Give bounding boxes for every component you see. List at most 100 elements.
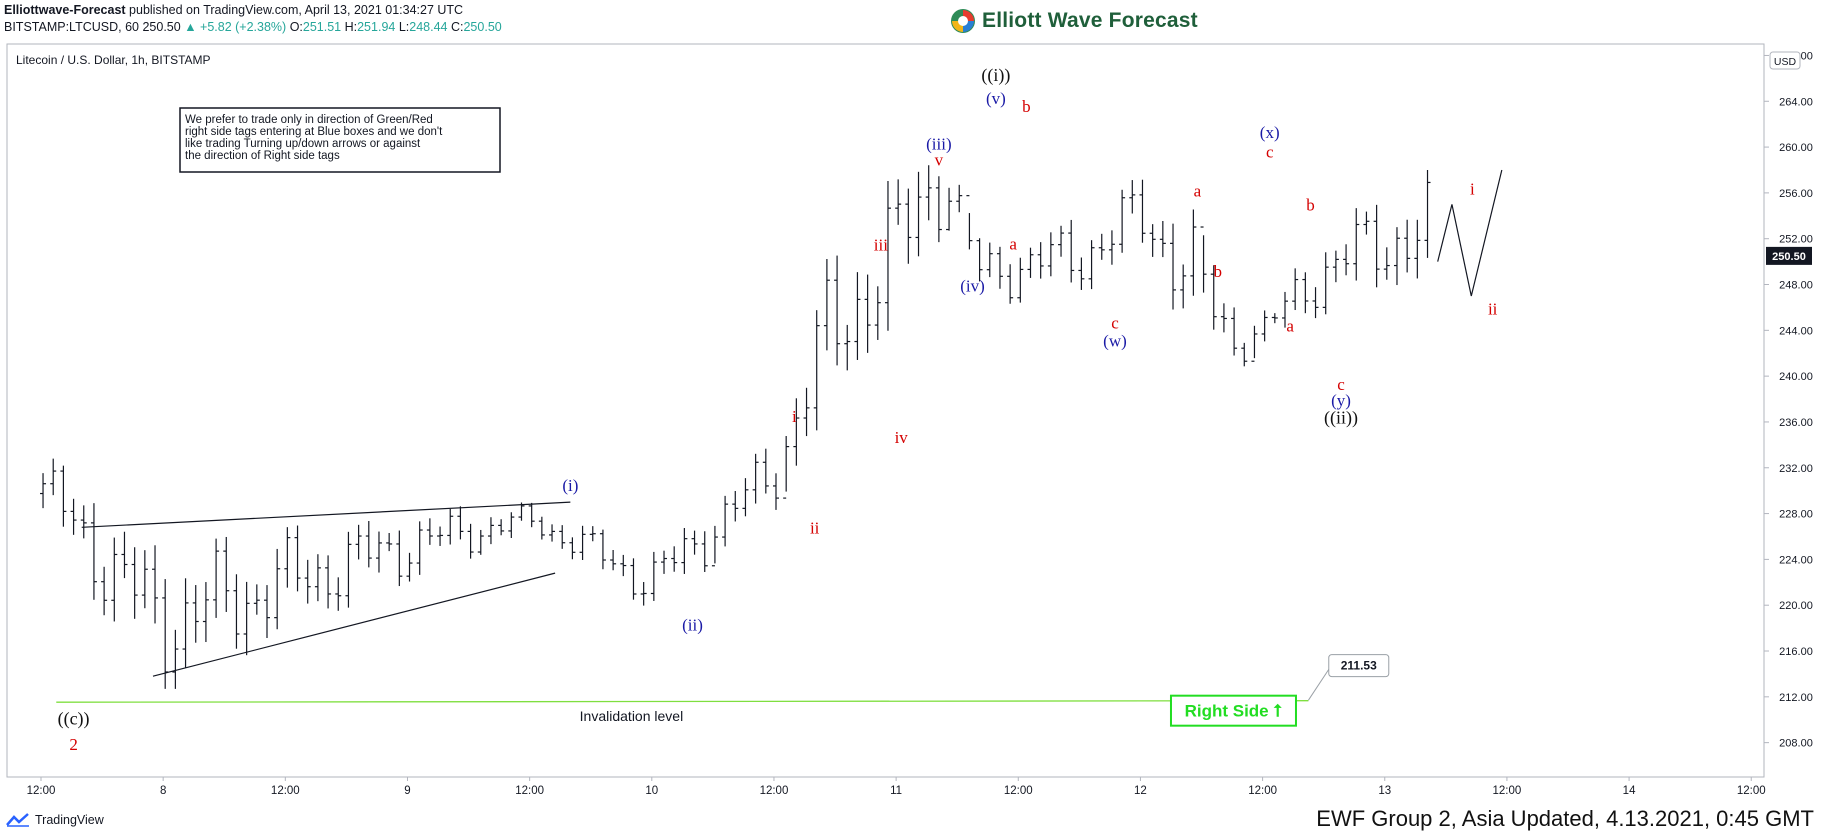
change-text: ▲ +5.82 (+2.38%) — [184, 20, 287, 34]
time-tick-label: 12:00 — [271, 785, 300, 797]
price-tick-label: 256.00 — [1779, 188, 1813, 200]
wave-label: a — [1194, 182, 1202, 201]
invalidation-label: Invalidation level — [580, 708, 684, 724]
projection-path — [1437, 169, 1503, 297]
publisher-name[interactable]: Elliottwave-Forecast — [4, 3, 126, 17]
time-tick-label: 12:00 — [1493, 785, 1522, 797]
price-tick-label: 236.00 — [1779, 417, 1813, 429]
tradingview-logo-icon — [6, 813, 29, 827]
price-tick-label: 228.00 — [1779, 509, 1813, 521]
pane-title: Litecoin / U.S. Dollar, 1h, BITSTAMP — [16, 53, 211, 67]
time-tick-label: 13 — [1378, 785, 1391, 797]
last-price-text: 250.50 — [142, 20, 181, 34]
right-side-label: Right Side ⭡ — [1185, 702, 1282, 721]
note-line: We prefer to trade only in direction of … — [185, 114, 433, 126]
wave-label: b — [1214, 262, 1223, 281]
wave-label: a — [1009, 234, 1017, 253]
high-label: H: — [344, 20, 358, 34]
wave-label: i — [1470, 179, 1475, 198]
wave-label: a — [1286, 317, 1294, 336]
price-tick-label: 212.00 — [1779, 692, 1813, 704]
right-side-tag — [1169, 694, 1297, 727]
wave-label: ii — [1488, 300, 1498, 319]
drawings: Invalidation level 211.53 Right Side ⭡ — [56, 169, 1503, 727]
price-tick-label: 224.00 — [1779, 554, 1813, 566]
wave-label: (iv) — [960, 277, 985, 296]
open-value: 251.51 — [302, 20, 342, 34]
wave-label: ((c)) — [58, 709, 90, 730]
time-tick-label: 12:00 — [1004, 785, 1033, 797]
wave-label: b — [1022, 97, 1031, 116]
price-tick-label: 244.00 — [1779, 325, 1813, 337]
wave-label: iv — [895, 428, 909, 447]
wave-label: c — [1111, 313, 1119, 332]
note-box: We prefer to trade only in direction of … — [179, 107, 501, 173]
last-price-marker — [1766, 246, 1812, 265]
low-value: 248.44 — [409, 20, 448, 34]
tradingview-watermark[interactable]: TradingView — [6, 813, 104, 827]
price-tick-label: 208.00 — [1779, 738, 1813, 750]
currency-badge-label: USD — [1774, 56, 1797, 68]
time-tick-label: 11 — [890, 785, 902, 797]
brand-logo: Elliott Wave Forecast — [950, 8, 1198, 34]
wave-label: c — [1337, 375, 1345, 394]
price-tick-label: 264.00 — [1779, 96, 1813, 108]
invalidation-callout-value: 211.53 — [1341, 659, 1377, 673]
low-label: L: — [398, 20, 410, 34]
time-tick-label: 12:00 — [1737, 785, 1766, 797]
wave-label: (iii) — [926, 135, 952, 154]
wave-labels: ((c))2(i)(ii)iiiiiiivv(iii)(iv)(v)((i))a… — [58, 65, 1498, 754]
wave-label: ii — [810, 518, 820, 537]
wedge-trendline — [81, 501, 571, 528]
time-tick-label: 10 — [645, 785, 658, 797]
price-axis[interactable]: 208.00 212.00 216.00 220.00 224.00 228.00 232.… — [1764, 50, 1813, 750]
note-box-frame — [179, 107, 501, 173]
wave-label: c — [1266, 143, 1274, 162]
price-tick-label: 248.00 — [1779, 280, 1813, 292]
note-line: the direction of Right side tags — [185, 150, 340, 162]
price-tick-label: 252.00 — [1779, 234, 1813, 246]
wave-label: (v) — [986, 89, 1006, 108]
time-tick-label: 8 — [160, 785, 166, 797]
wave-label: iii — [874, 235, 888, 254]
wave-label: v — [935, 151, 944, 170]
price-tick-label: 232.00 — [1779, 463, 1813, 475]
wave-label: (w) — [1103, 332, 1127, 351]
symbol-ohlc-line: BITSTAMP:LTCUSD, 60 250.50 ▲ +5.82 (+2.3… — [4, 20, 502, 34]
wave-label: i — [792, 407, 797, 426]
last-price-label: 250.50 — [1772, 251, 1806, 263]
symbol-label[interactable]: BITSTAMP:LTCUSD, 60 — [4, 20, 139, 34]
note-line: right side tags entering at Blue boxes a… — [185, 126, 443, 138]
update-stamp: EWF Group 2, Asia Updated, 4.13.2021, 0:… — [1316, 806, 1814, 831]
wave-label: (ii) — [682, 616, 703, 635]
time-tick-label: 9 — [404, 785, 410, 797]
high-value: 251.94 — [357, 20, 396, 34]
wave-label: (i) — [562, 476, 578, 495]
invalidation-callout-pointer — [1307, 669, 1330, 701]
wave-label: b — [1306, 195, 1315, 214]
time-tick-label: 12:00 — [27, 785, 56, 797]
time-tick-label: 12 — [1134, 785, 1147, 797]
wave-label: (y) — [1331, 391, 1351, 410]
time-axis[interactable]: 12:00 8 12:00 9 12:00 10 12:00 11 12:00 12 12:00 13… — [27, 777, 1766, 797]
published-text: published on TradingView.com, April 13, … — [125, 3, 464, 17]
time-tick-label: 14 — [1623, 785, 1636, 797]
price-tick-label: 220.00 — [1779, 600, 1813, 612]
wave-label: 2 — [69, 735, 78, 754]
note-line: like trading Turning up/down arrows or a… — [185, 138, 421, 150]
tradingview-label: TradingView — [35, 813, 104, 827]
invalidation-line — [56, 700, 1309, 703]
close-label: C: — [450, 20, 464, 34]
price-tick-label: 260.00 — [1779, 142, 1813, 154]
open-label: O: — [289, 20, 303, 34]
currency-badge — [1769, 51, 1801, 70]
close-value: 250.50 — [463, 20, 502, 34]
ewf-logo-icon — [951, 9, 975, 33]
time-tick-label: 12:00 — [1248, 785, 1277, 797]
brand-name: Elliott Wave Forecast — [982, 9, 1198, 32]
wave-label: (x) — [1260, 123, 1280, 142]
time-tick-label: 12:00 — [515, 785, 544, 797]
time-tick-label: 12:00 — [760, 785, 789, 797]
price-tick-label: 240.00 — [1779, 371, 1813, 383]
